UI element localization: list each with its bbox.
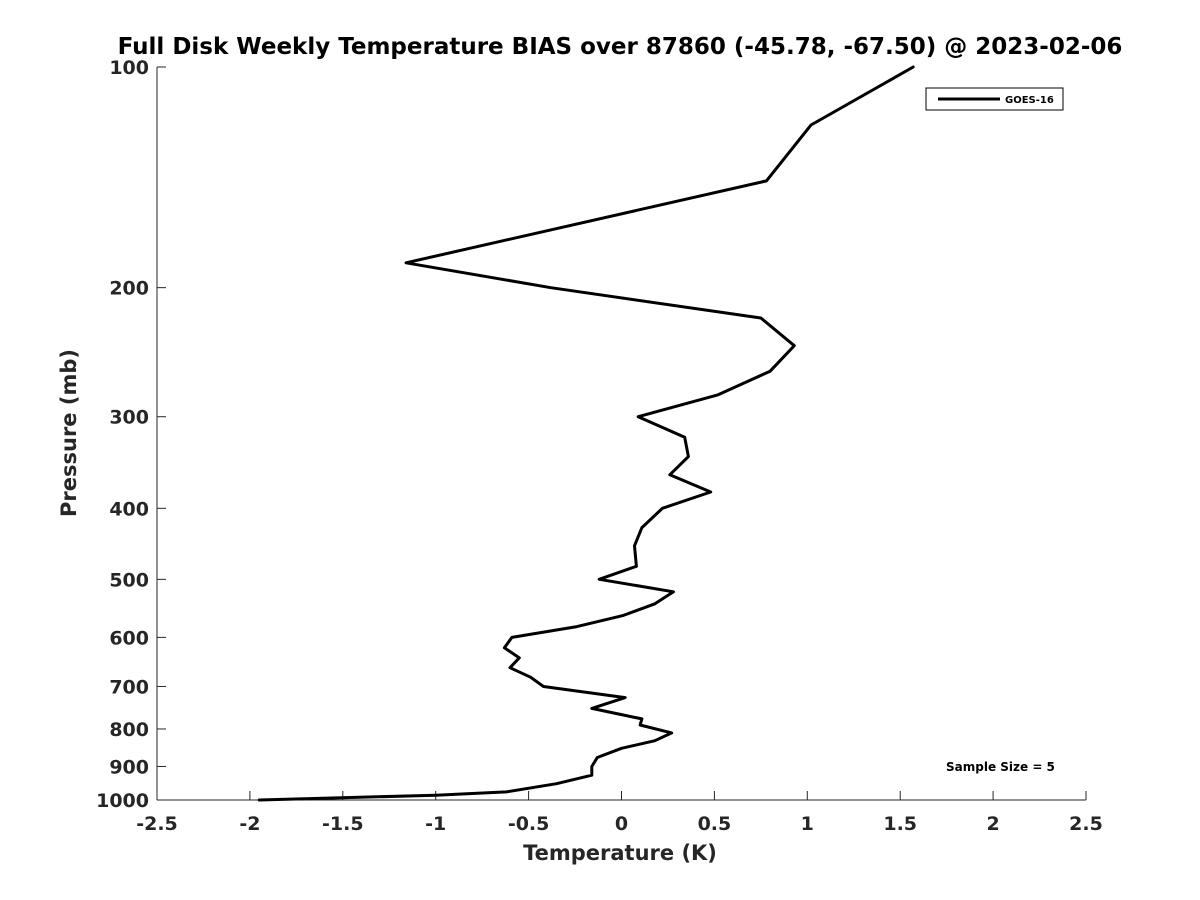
x-tick-labels: -2.5 -2 -1.5 -1 -0.5 0 0.5 1 1.5 2 2.5 bbox=[136, 813, 1103, 835]
x-tick-label: -2.5 bbox=[136, 813, 178, 835]
y-tick-labels: 100 200 300 400 500 600 700 800 900 1000 bbox=[96, 57, 149, 812]
y-tick-label: 100 bbox=[109, 57, 149, 79]
x-tick-label: 2 bbox=[986, 813, 999, 835]
sample-size-annotation: Sample Size = 5 bbox=[946, 760, 1055, 774]
y-tick-label: 800 bbox=[109, 719, 149, 741]
y-tick-label: 1000 bbox=[96, 790, 149, 812]
tick-marks bbox=[156, 66, 1087, 801]
x-tick-label: -0.5 bbox=[508, 813, 550, 835]
data-series bbox=[257, 65, 915, 802]
x-tick-label: -1.5 bbox=[322, 813, 364, 835]
legend-entry-goes-16: GOES-16 bbox=[1005, 95, 1054, 106]
series-line-goes-16 bbox=[257, 65, 915, 802]
x-tick-label: 0.5 bbox=[698, 813, 732, 835]
y-tick-label: 300 bbox=[109, 407, 149, 429]
x-tick-label: 2.5 bbox=[1069, 813, 1103, 835]
x-tick-label: -1 bbox=[425, 813, 446, 835]
x-tick-label: -2 bbox=[239, 813, 260, 835]
y-axis-label: Pressure (mb) bbox=[57, 349, 81, 517]
y-tick-label: 400 bbox=[109, 498, 149, 520]
y-tick-label: 700 bbox=[109, 676, 149, 698]
y-tick-label: 500 bbox=[109, 569, 149, 591]
y-tick-label: 900 bbox=[109, 756, 149, 778]
x-tick-label: 1 bbox=[801, 813, 814, 835]
y-tick-label: 600 bbox=[109, 627, 149, 649]
chart-title: Full Disk Weekly Temperature BIAS over 8… bbox=[118, 34, 1123, 60]
x-axis-label: Temperature (K) bbox=[523, 841, 717, 865]
y-tick-label: 200 bbox=[109, 278, 149, 300]
x-tick-label: 1.5 bbox=[883, 813, 917, 835]
legend: GOES-16 bbox=[925, 87, 1064, 111]
axes bbox=[156, 67, 1086, 801]
x-tick-label: 0 bbox=[615, 813, 628, 835]
